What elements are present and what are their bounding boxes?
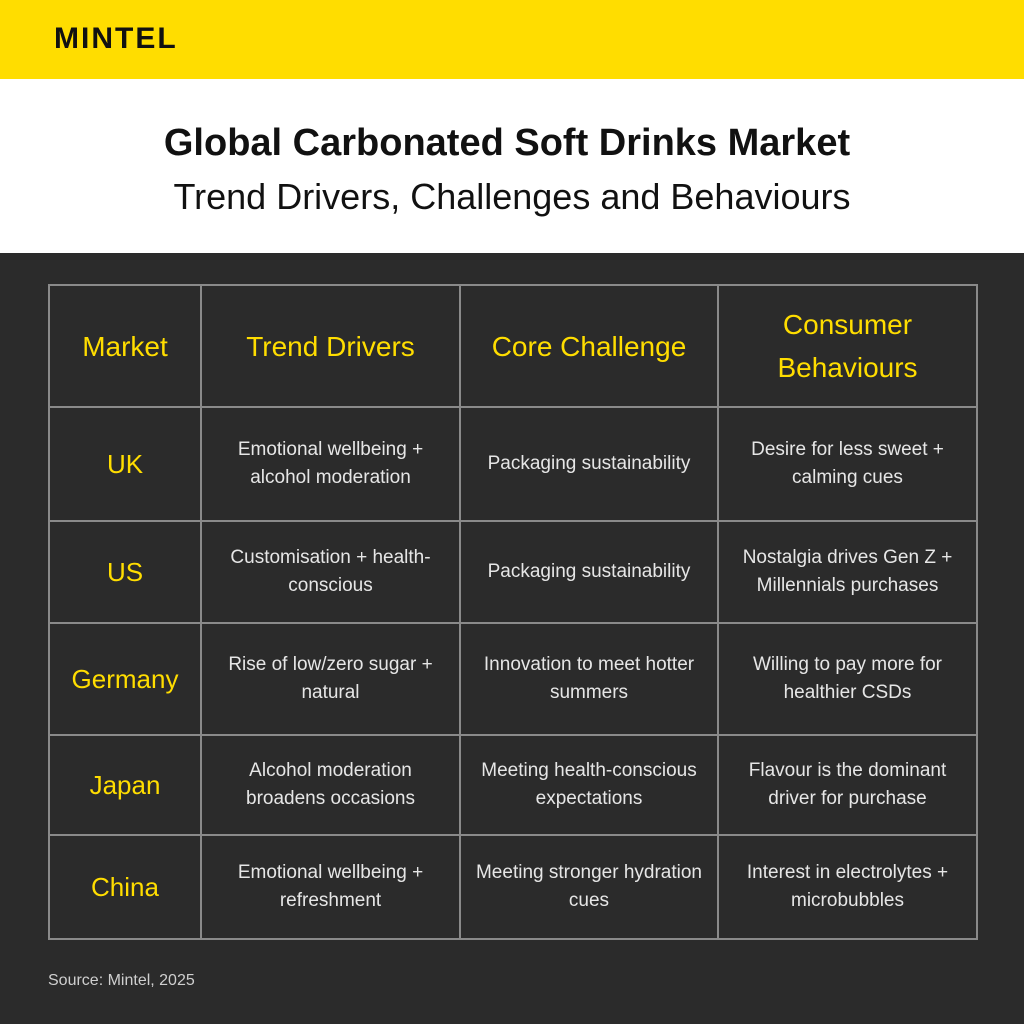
mintel-logo: MINTEL: [54, 22, 178, 55]
title-section: Global Carbonated Soft Drinks Market Tre…: [0, 79, 1024, 253]
drivers-cell: Emotional wellbeing + refreshment: [200, 834, 461, 940]
table-row: UK Emotional wellbeing + alcohol moderat…: [48, 406, 978, 522]
behaviours-cell: Desire for less sweet + calming cues: [717, 406, 978, 522]
brand-bar: MINTEL: [0, 0, 1024, 79]
market-cell: China: [48, 834, 202, 940]
behaviours-cell: Flavour is the dominant driver for purch…: [717, 734, 978, 836]
source-note: Source: Mintel, 2025: [48, 972, 195, 989]
table-row: Japan Alcohol moderation broadens occasi…: [48, 734, 978, 836]
page-subtitle: Trend Drivers, Challenges and Behaviours: [173, 176, 851, 217]
challenge-cell: Packaging sustainability: [459, 520, 719, 624]
column-header-market: Market: [48, 284, 202, 408]
market-cell: US: [48, 520, 202, 624]
drivers-cell: Rise of low/zero sugar + natural: [200, 622, 461, 736]
challenge-cell: Meeting stronger hydration cues: [459, 834, 719, 940]
behaviours-cell: Willing to pay more for healthier CSDs: [717, 622, 978, 736]
table-row: Germany Rise of low/zero sugar + natural…: [48, 622, 978, 736]
market-cell: Germany: [48, 622, 202, 736]
drivers-cell: Customisation + health-conscious: [200, 520, 461, 624]
market-table: Market Trend Drivers Core Challenge Cons…: [48, 284, 978, 940]
challenge-cell: Packaging sustainability: [459, 406, 719, 522]
table-row: China Emotional wellbeing + refreshment …: [48, 834, 978, 940]
column-header-core-challenge: Core Challenge: [459, 284, 719, 408]
column-header-consumer-behaviours: Consumer Behaviours: [717, 284, 978, 408]
drivers-cell: Emotional wellbeing + alcohol moderation: [200, 406, 461, 522]
challenge-cell: Meeting health-conscious expectations: [459, 734, 719, 836]
drivers-cell: Alcohol moderation broadens occasions: [200, 734, 461, 836]
behaviours-cell: Nostalgia drives Gen Z + Millennials pur…: [717, 520, 978, 624]
page-title: Global Carbonated Soft Drinks Market: [163, 122, 851, 164]
behaviours-cell: Interest in electrolytes + microbubbles: [717, 834, 978, 940]
column-header-trend-drivers: Trend Drivers: [200, 284, 461, 408]
market-cell: UK: [48, 406, 202, 522]
market-cell: Japan: [48, 734, 202, 836]
challenge-cell: Innovation to meet hotter summers: [459, 622, 719, 736]
table-header-row: Market Trend Drivers Core Challenge Cons…: [48, 284, 978, 408]
table-row: US Customisation + health-conscious Pack…: [48, 520, 978, 624]
